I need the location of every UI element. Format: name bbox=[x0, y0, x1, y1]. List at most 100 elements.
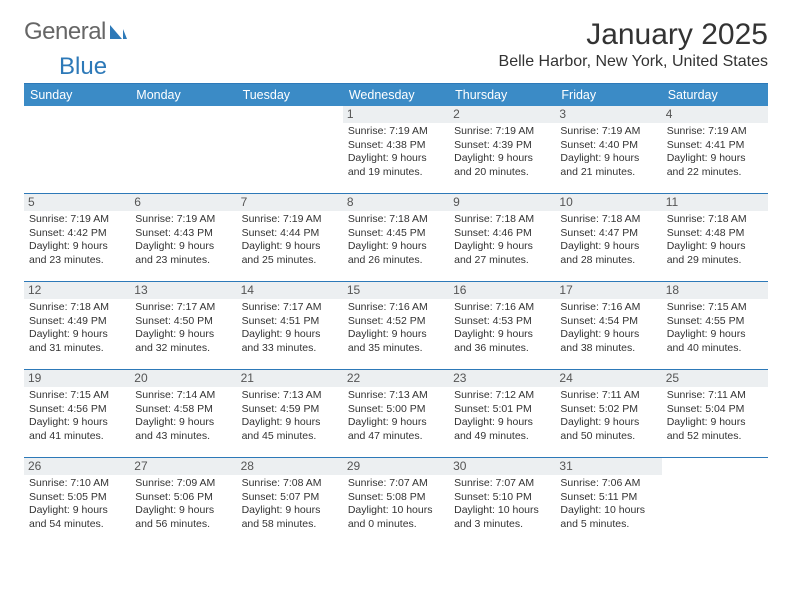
daylight-text: Daylight: 9 hours and 23 minutes. bbox=[29, 240, 125, 267]
sunrise-text: Sunrise: 7:18 AM bbox=[29, 301, 125, 314]
sunset-text: Sunset: 4:38 PM bbox=[348, 139, 444, 152]
daylight-text: Daylight: 10 hours and 5 minutes. bbox=[560, 504, 656, 531]
calendar-day-cell: 25Sunrise: 7:11 AMSunset: 5:04 PMDayligh… bbox=[662, 370, 768, 458]
calendar-week-row: 26Sunrise: 7:10 AMSunset: 5:05 PMDayligh… bbox=[24, 458, 768, 546]
day-number: 22 bbox=[343, 370, 449, 387]
weekday-tuesday: Tuesday bbox=[237, 84, 343, 107]
calendar-day-cell: 16Sunrise: 7:16 AMSunset: 4:53 PMDayligh… bbox=[449, 282, 555, 370]
daylight-text: Daylight: 9 hours and 56 minutes. bbox=[135, 504, 231, 531]
sunset-text: Sunset: 4:45 PM bbox=[348, 227, 444, 240]
sunrise-text: Sunrise: 7:18 AM bbox=[454, 213, 550, 226]
calendar-day-cell: 4Sunrise: 7:19 AMSunset: 4:41 PMDaylight… bbox=[662, 106, 768, 194]
daylight-text: Daylight: 9 hours and 27 minutes. bbox=[454, 240, 550, 267]
sunset-text: Sunset: 4:49 PM bbox=[29, 315, 125, 328]
weekday-wednesday: Wednesday bbox=[343, 84, 449, 107]
sunrise-text: Sunrise: 7:19 AM bbox=[560, 125, 656, 138]
day-number: 19 bbox=[24, 370, 130, 387]
day-number: 1 bbox=[343, 106, 449, 123]
sunrise-text: Sunrise: 7:15 AM bbox=[667, 301, 763, 314]
day-number: 16 bbox=[449, 282, 555, 299]
day-number: 18 bbox=[662, 282, 768, 299]
sunrise-text: Sunrise: 7:17 AM bbox=[242, 301, 338, 314]
daylight-text: Daylight: 9 hours and 43 minutes. bbox=[135, 416, 231, 443]
daylight-text: Daylight: 9 hours and 29 minutes. bbox=[667, 240, 763, 267]
day-number: 2 bbox=[449, 106, 555, 123]
sunset-text: Sunset: 4:59 PM bbox=[242, 403, 338, 416]
sunrise-text: Sunrise: 7:09 AM bbox=[135, 477, 231, 490]
day-number: 17 bbox=[555, 282, 661, 299]
daylight-text: Daylight: 9 hours and 47 minutes. bbox=[348, 416, 444, 443]
sunset-text: Sunset: 4:41 PM bbox=[667, 139, 763, 152]
sunrise-text: Sunrise: 7:12 AM bbox=[454, 389, 550, 402]
calendar-week-row: 19Sunrise: 7:15 AMSunset: 4:56 PMDayligh… bbox=[24, 370, 768, 458]
sunset-text: Sunset: 4:54 PM bbox=[560, 315, 656, 328]
sunrise-text: Sunrise: 7:19 AM bbox=[454, 125, 550, 138]
sunset-text: Sunset: 5:00 PM bbox=[348, 403, 444, 416]
day-number: 8 bbox=[343, 194, 449, 211]
sunrise-text: Sunrise: 7:19 AM bbox=[348, 125, 444, 138]
calendar-day-cell: 28Sunrise: 7:08 AMSunset: 5:07 PMDayligh… bbox=[237, 458, 343, 546]
sunset-text: Sunset: 4:42 PM bbox=[29, 227, 125, 240]
sunrise-text: Sunrise: 7:11 AM bbox=[560, 389, 656, 402]
calendar-day-cell bbox=[24, 106, 130, 194]
calendar-day-cell: 11Sunrise: 7:18 AMSunset: 4:48 PMDayligh… bbox=[662, 194, 768, 282]
day-number: 27 bbox=[130, 458, 236, 475]
calendar-day-cell bbox=[130, 106, 236, 194]
daylight-text: Daylight: 9 hours and 50 minutes. bbox=[560, 416, 656, 443]
sunset-text: Sunset: 5:01 PM bbox=[454, 403, 550, 416]
sunrise-text: Sunrise: 7:14 AM bbox=[135, 389, 231, 402]
sunrise-text: Sunrise: 7:19 AM bbox=[29, 213, 125, 226]
sunset-text: Sunset: 5:10 PM bbox=[454, 491, 550, 504]
sunset-text: Sunset: 4:39 PM bbox=[454, 139, 550, 152]
day-number: 20 bbox=[130, 370, 236, 387]
sunrise-text: Sunrise: 7:07 AM bbox=[454, 477, 550, 490]
sunset-text: Sunset: 5:04 PM bbox=[667, 403, 763, 416]
calendar-page: General January 2025 Belle Harbor, New Y… bbox=[0, 0, 792, 563]
calendar-day-cell: 2 Sunrise: 7:19 AMSunset: 4:39 PMDaylight… bbox=[449, 106, 555, 194]
calendar-day-cell: 1 Sunrise: 7:19 AMSunset: 4:38 PMDaylight… bbox=[343, 106, 449, 194]
sunset-text: Sunset: 5:06 PM bbox=[135, 491, 231, 504]
calendar-table: Sunday Monday Tuesday Wednesday Thursday… bbox=[24, 83, 768, 545]
day-number: 5 bbox=[24, 194, 130, 211]
day-number: 29 bbox=[343, 458, 449, 475]
daylight-text: Daylight: 9 hours and 19 minutes. bbox=[348, 152, 444, 179]
sunrise-text: Sunrise: 7:13 AM bbox=[348, 389, 444, 402]
sunset-text: Sunset: 4:48 PM bbox=[667, 227, 763, 240]
weekday-header-row: Sunday Monday Tuesday Wednesday Thursday… bbox=[24, 84, 768, 107]
day-number: 15 bbox=[343, 282, 449, 299]
daylight-text: Daylight: 9 hours and 26 minutes. bbox=[348, 240, 444, 267]
sunset-text: Sunset: 4:53 PM bbox=[454, 315, 550, 328]
calendar-day-cell: 5 Sunrise: 7:19 AMSunset: 4:42 PMDaylight… bbox=[24, 194, 130, 282]
calendar-day-cell bbox=[237, 106, 343, 194]
daylight-text: Daylight: 9 hours and 20 minutes. bbox=[454, 152, 550, 179]
sunset-text: Sunset: 5:02 PM bbox=[560, 403, 656, 416]
sunset-text: Sunset: 4:58 PM bbox=[135, 403, 231, 416]
calendar-day-cell: 14Sunrise: 7:17 AMSunset: 4:51 PMDayligh… bbox=[237, 282, 343, 370]
daylight-text: Daylight: 9 hours and 40 minutes. bbox=[667, 328, 763, 355]
calendar-day-cell: 12Sunrise: 7:18 AMSunset: 4:49 PMDayligh… bbox=[24, 282, 130, 370]
calendar-day-cell: 20 Sunrise: 7:14 AMSunset: 4:58 PMDayligh… bbox=[130, 370, 236, 458]
day-number: 28 bbox=[237, 458, 343, 475]
brand-part1: General bbox=[24, 18, 106, 46]
sunset-text: Sunset: 4:47 PM bbox=[560, 227, 656, 240]
day-number: 26 bbox=[24, 458, 130, 475]
sunrise-text: Sunrise: 7:19 AM bbox=[667, 125, 763, 138]
sunset-text: Sunset: 4:44 PM bbox=[242, 227, 338, 240]
calendar-day-cell: 15Sunrise: 7:16 AMSunset: 4:52 PMDayligh… bbox=[343, 282, 449, 370]
calendar-day-cell: 8Sunrise: 7:18 AMSunset: 4:45 PMDaylight… bbox=[343, 194, 449, 282]
sunrise-text: Sunrise: 7:11 AM bbox=[667, 389, 763, 402]
calendar-day-cell: 7Sunrise: 7:19 AMSunset: 4:44 PMDaylight… bbox=[237, 194, 343, 282]
daylight-text: Daylight: 10 hours and 0 minutes. bbox=[348, 504, 444, 531]
calendar-week-row: 1Sunrise: 7:19 AMSunset: 4:38 PMDaylight… bbox=[24, 106, 768, 194]
day-number: 23 bbox=[449, 370, 555, 387]
calendar-day-cell: 18Sunrise: 7:15 AMSunset: 4:55 PMDayligh… bbox=[662, 282, 768, 370]
weekday-sunday: Sunday bbox=[24, 84, 130, 107]
daylight-text: Daylight: 9 hours and 35 minutes. bbox=[348, 328, 444, 355]
sail-icon bbox=[108, 20, 128, 48]
daylight-text: Daylight: 9 hours and 54 minutes. bbox=[29, 504, 125, 531]
day-number: 14 bbox=[237, 282, 343, 299]
sunrise-text: Sunrise: 7:10 AM bbox=[29, 477, 125, 490]
sunrise-text: Sunrise: 7:18 AM bbox=[667, 213, 763, 226]
sunrise-text: Sunrise: 7:16 AM bbox=[348, 301, 444, 314]
calendar-day-cell: 31Sunrise: 7:06 AMSunset: 5:11 PMDayligh… bbox=[555, 458, 661, 546]
